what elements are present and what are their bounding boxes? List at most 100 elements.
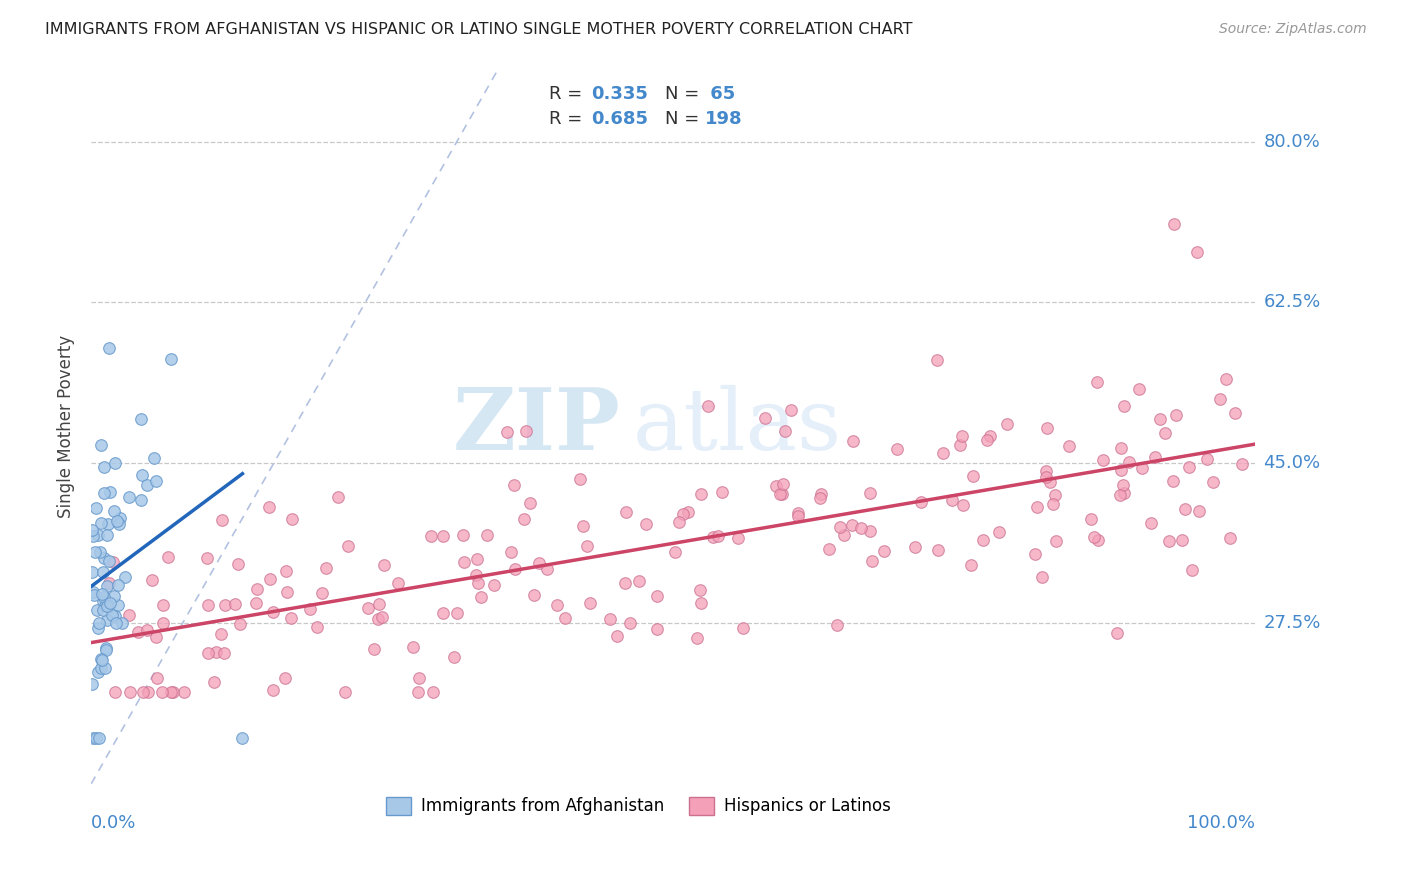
Point xyxy=(257,500,280,515)
Point xyxy=(873,544,896,558)
Point xyxy=(311,586,333,600)
Point xyxy=(941,492,963,507)
Point xyxy=(82,529,104,543)
Point xyxy=(84,731,107,745)
Point xyxy=(96,599,118,613)
Point xyxy=(108,516,131,531)
Point xyxy=(786,508,808,523)
Point xyxy=(281,512,304,526)
Point xyxy=(211,513,233,527)
Point xyxy=(315,561,337,575)
Point xyxy=(90,661,112,675)
Point xyxy=(1139,516,1161,531)
Point xyxy=(515,424,537,438)
Point xyxy=(363,642,385,657)
Point xyxy=(1197,451,1219,466)
Point xyxy=(152,598,174,612)
Point xyxy=(94,641,117,656)
Point xyxy=(754,410,776,425)
Point xyxy=(576,540,599,554)
Point xyxy=(1232,457,1254,471)
Point xyxy=(710,485,733,500)
Point xyxy=(1161,475,1184,489)
Point xyxy=(465,567,488,582)
Point xyxy=(627,574,650,588)
Text: 80.0%: 80.0% xyxy=(1264,133,1320,151)
Point xyxy=(1085,375,1108,389)
Point xyxy=(86,665,108,679)
Point xyxy=(367,612,389,626)
Point xyxy=(212,646,235,660)
Point xyxy=(636,516,658,531)
Point xyxy=(546,598,568,612)
Point xyxy=(97,554,120,568)
Point xyxy=(772,476,794,491)
Text: 0.685: 0.685 xyxy=(592,110,648,128)
Point xyxy=(1163,218,1185,232)
Point xyxy=(523,588,546,602)
Point xyxy=(280,610,302,624)
Point xyxy=(245,596,267,610)
Point xyxy=(925,353,948,368)
Point xyxy=(668,515,690,529)
Point xyxy=(274,565,297,579)
Point xyxy=(91,603,114,617)
Point xyxy=(1036,421,1059,435)
Point xyxy=(105,615,128,630)
Point xyxy=(1209,392,1232,406)
Point xyxy=(127,624,149,639)
Point xyxy=(104,456,127,470)
Point xyxy=(231,731,253,745)
Point xyxy=(205,644,228,658)
Point xyxy=(960,558,983,573)
Point xyxy=(422,685,444,699)
Point xyxy=(104,609,127,624)
Point xyxy=(246,582,269,597)
Point xyxy=(932,446,955,460)
Point xyxy=(1080,512,1102,526)
Point xyxy=(131,467,153,482)
Point xyxy=(259,572,281,586)
Point xyxy=(568,472,591,486)
Point xyxy=(1108,488,1130,502)
Point xyxy=(554,611,576,625)
Point xyxy=(904,540,927,554)
Point xyxy=(367,597,389,611)
Point xyxy=(647,623,669,637)
Point xyxy=(972,533,994,547)
Point xyxy=(91,594,114,608)
Text: 45.0%: 45.0% xyxy=(1264,454,1320,472)
Point xyxy=(1153,425,1175,440)
Point xyxy=(93,551,115,566)
Text: 100.0%: 100.0% xyxy=(1187,814,1256,832)
Point xyxy=(477,527,499,541)
Point xyxy=(209,627,232,641)
Point xyxy=(262,605,284,619)
Point xyxy=(536,562,558,576)
Point xyxy=(82,523,104,537)
Point xyxy=(727,531,749,545)
Point xyxy=(451,528,474,542)
Point xyxy=(664,545,686,559)
Point xyxy=(96,613,118,627)
Point xyxy=(84,545,107,559)
Point xyxy=(579,596,602,610)
Point xyxy=(690,596,713,610)
Text: 0.0%: 0.0% xyxy=(91,814,136,832)
Point xyxy=(808,491,831,505)
Point xyxy=(1178,460,1201,475)
Point xyxy=(689,582,711,597)
Point xyxy=(419,529,441,543)
Point xyxy=(132,685,155,699)
Point xyxy=(214,598,236,612)
Point xyxy=(733,621,755,635)
Point xyxy=(159,685,181,699)
Point xyxy=(1144,450,1167,464)
Point xyxy=(93,486,115,500)
Point xyxy=(503,478,526,492)
Point xyxy=(1149,411,1171,425)
Point xyxy=(82,585,104,599)
Text: 0.335: 0.335 xyxy=(592,85,648,103)
Point xyxy=(143,450,166,465)
Point xyxy=(1039,475,1062,489)
